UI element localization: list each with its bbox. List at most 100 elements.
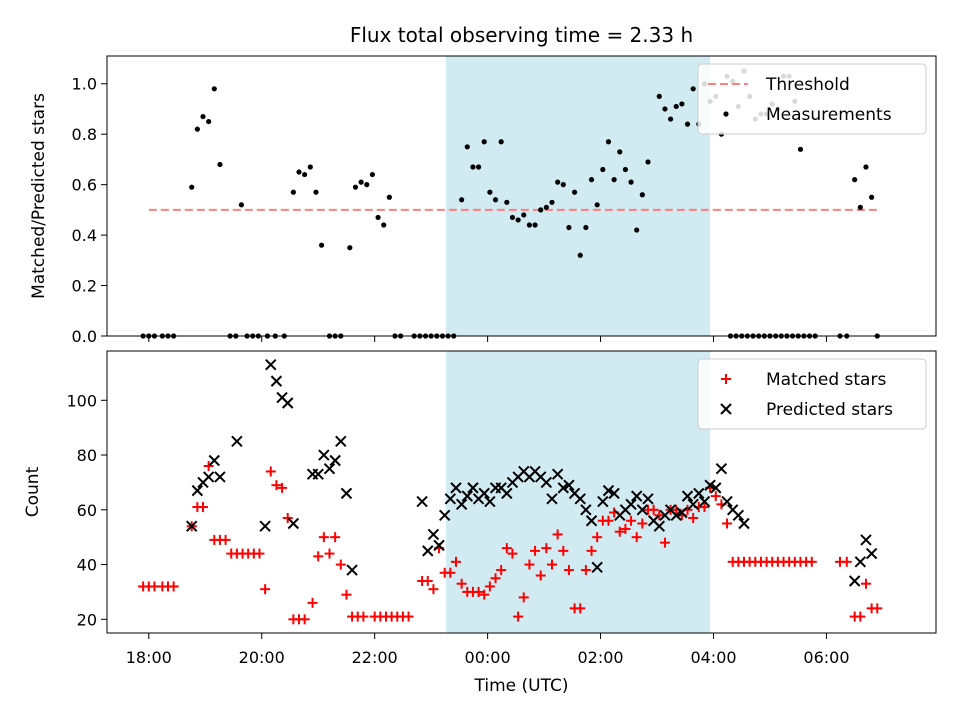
matched-star-point — [445, 567, 456, 578]
matched-star-point — [271, 480, 282, 491]
matched-star-point — [631, 532, 642, 543]
matched-star-point — [530, 545, 541, 556]
matched-star-point — [277, 482, 288, 493]
measurement-point — [386, 194, 392, 200]
measurement-point — [194, 126, 200, 132]
predicted-star-point — [422, 545, 434, 557]
y-tick-label: 0.6 — [72, 176, 97, 195]
measurement-point — [211, 86, 217, 92]
measurement-point — [238, 202, 245, 208]
predicted-star-point — [865, 547, 878, 560]
y-axis-ticks: 0.0 0.2 0.4 0.6 0.8 1.0 — [72, 75, 107, 346]
matched-star-point — [518, 592, 529, 603]
measurement-point — [492, 197, 499, 203]
matched-star-point — [513, 611, 524, 622]
measurement-point — [617, 149, 623, 155]
legend-label: Predicted stars — [766, 400, 893, 420]
matched-star-point — [313, 551, 324, 562]
matched-star-point — [699, 502, 710, 513]
matched-star-point — [524, 559, 535, 570]
highlight-band — [445, 56, 711, 336]
predicted-star-point — [693, 487, 705, 500]
predicted-star-point — [704, 479, 716, 491]
measurement-point — [475, 164, 482, 170]
predicted-star-point — [540, 476, 553, 489]
measurement-point — [515, 217, 521, 223]
measurement-point — [588, 177, 595, 183]
measurement-point — [662, 106, 668, 112]
predicted-star-point — [670, 509, 682, 521]
matched-star-point — [254, 548, 265, 559]
y-tick-label: 0.0 — [72, 327, 97, 346]
legend-label: Threshold — [765, 75, 850, 95]
predicted-star-point — [329, 454, 341, 467]
matched-star-point — [580, 565, 591, 576]
measurement-point — [600, 166, 606, 173]
measurement-point — [526, 222, 533, 228]
predicted-star-point — [501, 487, 513, 500]
x-tick-label: 06:00 — [803, 648, 849, 667]
measurement-point — [206, 118, 212, 125]
matched-star-point — [496, 565, 507, 576]
predicted-star-point — [557, 482, 569, 494]
x-axis-label: Time (UTC) — [474, 676, 569, 696]
matched-star-point — [422, 575, 433, 586]
y-tick-label: 20 — [77, 610, 97, 629]
measurement-point — [464, 144, 470, 150]
y-tick-label: 0.4 — [72, 226, 97, 245]
predicted-star-point — [681, 490, 694, 502]
matched-star-point — [330, 532, 341, 543]
matched-star-point — [592, 532, 603, 543]
measurement-point — [611, 177, 617, 183]
measurement-point — [583, 224, 589, 231]
predicted-star-point — [580, 504, 592, 516]
predicted-star-point — [732, 509, 745, 521]
matched-star-point — [265, 466, 276, 477]
matched-star-point — [659, 537, 670, 548]
predicted-star-point — [574, 493, 586, 505]
count-legend: Matched stars Predicted stars — [697, 358, 927, 430]
measurement-point — [313, 189, 319, 195]
predicted-star-point — [563, 479, 575, 491]
predicted-star-point — [335, 435, 347, 448]
predicted-star-point — [270, 375, 283, 387]
observing-window-band — [445, 56, 711, 336]
measurement-point — [555, 179, 561, 185]
matched-star-point — [637, 518, 648, 529]
predicted-star-point — [608, 487, 620, 500]
measurement-point — [684, 121, 691, 127]
measurement-point — [869, 194, 875, 200]
matched-star-point — [558, 545, 569, 556]
matched-star-point — [282, 513, 293, 524]
matched-star-point — [872, 603, 883, 614]
matched-star-point — [490, 573, 501, 584]
measurement-point — [347, 245, 353, 251]
measurement-point — [290, 189, 296, 195]
matched-star-point — [220, 534, 231, 545]
matched-star-point — [654, 510, 665, 521]
matched-star-point — [855, 611, 866, 622]
predicted-star-point — [438, 509, 451, 521]
predicted-star-point — [427, 528, 440, 541]
measurement-point — [577, 252, 583, 258]
matched-star-point — [575, 603, 586, 614]
matched-star-point — [203, 460, 214, 471]
measurement-point — [369, 171, 376, 178]
legend-label: Matched stars — [766, 370, 886, 390]
measurement-point — [857, 204, 863, 210]
measurement-point — [498, 139, 504, 145]
matched-star-point — [710, 491, 721, 502]
predicted-star-point — [591, 561, 603, 573]
matched-star-point — [479, 589, 490, 600]
measurement-point — [628, 179, 634, 185]
predicted-star-point — [185, 520, 198, 532]
predicted-star-point — [546, 493, 558, 505]
x-tick-label: 02:00 — [578, 648, 624, 667]
predicted-star-point — [738, 517, 750, 530]
predicted-star-point — [625, 498, 637, 511]
measurement-point — [532, 222, 538, 228]
measurement-point — [538, 207, 544, 213]
predicted-star-point — [433, 539, 445, 552]
predicted-star-point — [450, 482, 462, 494]
legend-matched-swatch — [721, 374, 731, 384]
